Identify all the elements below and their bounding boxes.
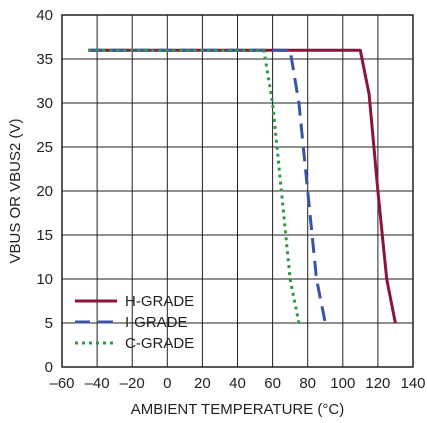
x-tick-label: 120 (365, 375, 390, 392)
x-tick-label: 60 (264, 375, 281, 392)
x-tick-label: 0 (163, 375, 171, 392)
y-tick-label: 20 (36, 183, 53, 200)
y-tick-label: 25 (36, 139, 53, 156)
series-lines (88, 48, 397, 324)
y-tick-label: 15 (36, 227, 53, 244)
y-tick-label: 35 (36, 51, 53, 68)
grid (61, 14, 414, 368)
y-axis-title: VBUS OR VBUS2 (V) (7, 118, 24, 263)
y-tick-label: 10 (36, 271, 53, 288)
legend-label: H-GRADE (125, 293, 194, 310)
x-tick-label: 80 (299, 375, 316, 392)
x-tick-label: 20 (194, 375, 211, 392)
series-line-c-grade (88, 48, 301, 324)
x-tick-label: –40 (85, 375, 110, 392)
legend: H-GRADE I-GRADE C-GRADE (75, 293, 194, 352)
legend-label: C-GRADE (125, 335, 194, 352)
x-axis-title: AMBIENT TEMPERATURE (°C) (131, 401, 345, 418)
y-tick-label: 5 (45, 315, 53, 332)
y-tick-label: 40 (36, 7, 53, 24)
x-tick-label: 140 (400, 375, 425, 392)
legend-label: I-GRADE (125, 314, 188, 331)
x-tick-label: 40 (229, 375, 246, 392)
y-tick-label: 30 (36, 95, 53, 112)
y-tick-label: 0 (45, 359, 53, 376)
x-tick-label: –60 (49, 375, 74, 392)
tick-labels: –60 –40 –20 0 20 40 60 80 100 120 140 0 5 10 15 20 25 30 3… (36, 7, 425, 392)
x-tick-label: –20 (120, 375, 145, 392)
plot-border (61, 14, 414, 368)
plot-frame (61, 14, 414, 368)
x-tick-label: 100 (330, 375, 355, 392)
series-line-h-grade (88, 48, 397, 324)
